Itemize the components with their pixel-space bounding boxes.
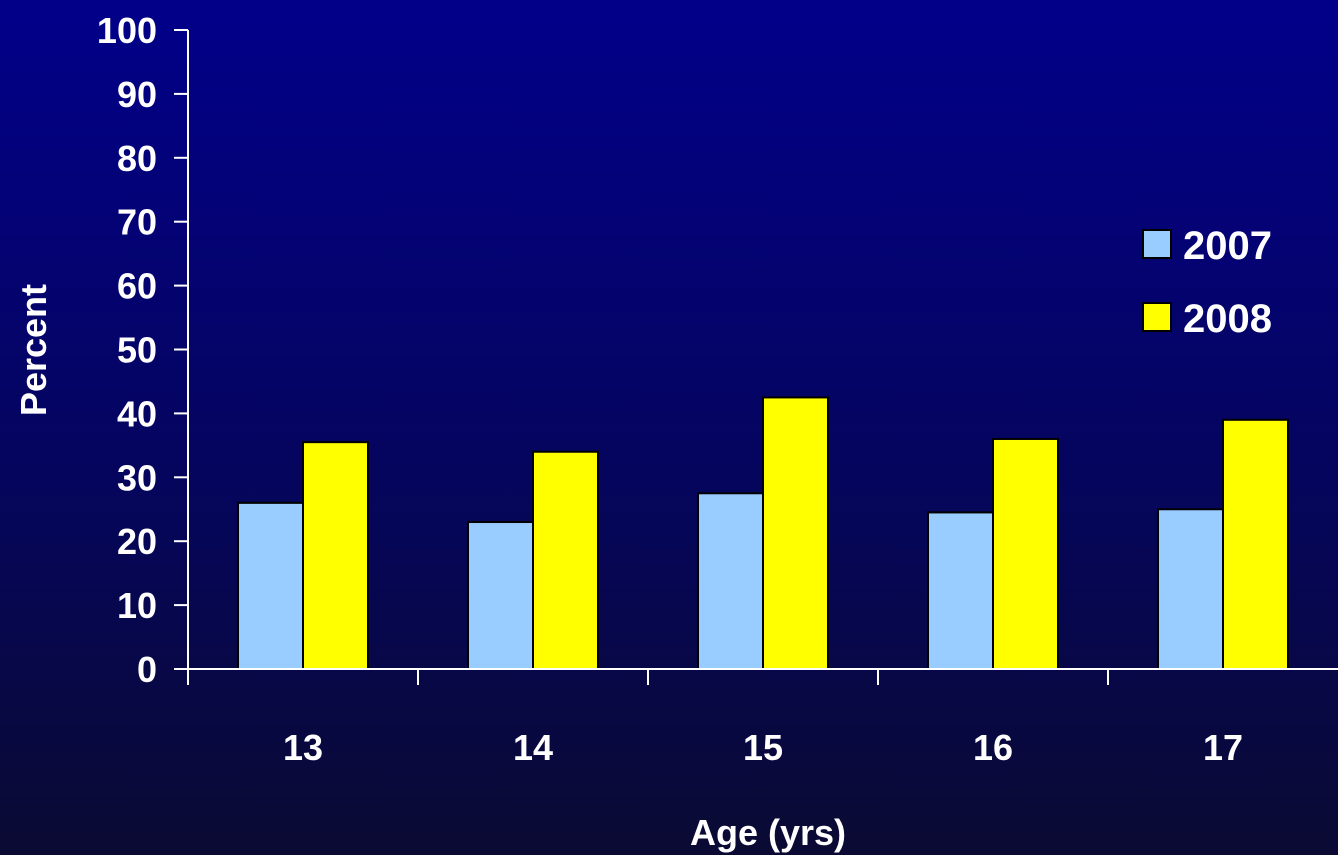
bar-2008-age-14	[532, 450, 599, 670]
y-tick-label: 60	[117, 266, 157, 307]
x-tick-label: 13	[283, 727, 323, 768]
axes-layer	[174, 30, 1338, 685]
bar-2007-age-13	[237, 501, 304, 670]
bars-layer	[237, 396, 1289, 671]
x-tick-label: 17	[1203, 727, 1243, 768]
y-tick-label: 20	[117, 521, 157, 562]
bar-2007-age-14	[467, 521, 534, 671]
y-axis-title: Percent	[13, 284, 54, 416]
bar-2007-age-15	[697, 492, 764, 670]
y-tick-label: 70	[117, 202, 157, 243]
x-ticks: 13 14 15 16 17	[187, 669, 1243, 768]
y-tick-label: 90	[117, 74, 157, 115]
legend-swatch-2008	[1142, 302, 1172, 332]
x-axis-title: Age (yrs)	[690, 812, 846, 853]
x-tick-label: 14	[513, 727, 553, 768]
y-tick-label: 100	[97, 10, 157, 51]
y-tick-label: 80	[117, 138, 157, 179]
bar-2008-age-17	[1222, 418, 1289, 671]
legend-label-2007: 2007	[1183, 224, 1272, 268]
x-tick-label: 15	[743, 727, 783, 768]
bar-2008-age-15	[762, 396, 829, 670]
bar-2007-age-16	[927, 511, 994, 670]
y-ticks: 0 10 20 30 40 50 60 70 80 90 100	[97, 10, 188, 690]
legend: 2007 2008	[1142, 224, 1272, 341]
legend-label-2008: 2008	[1183, 297, 1272, 341]
bar-2007-age-17	[1157, 508, 1224, 670]
y-tick-label: 50	[117, 330, 157, 371]
y-tick-label: 10	[117, 585, 157, 626]
legend-swatch-2007	[1142, 229, 1172, 259]
y-tick-label: 30	[117, 457, 157, 498]
bar-2008-age-16	[992, 437, 1059, 670]
y-tick-label: 40	[117, 393, 157, 434]
bar-2008-age-13	[302, 441, 369, 670]
x-tick-label: 16	[973, 727, 1013, 768]
y-tick-label: 0	[137, 649, 157, 690]
